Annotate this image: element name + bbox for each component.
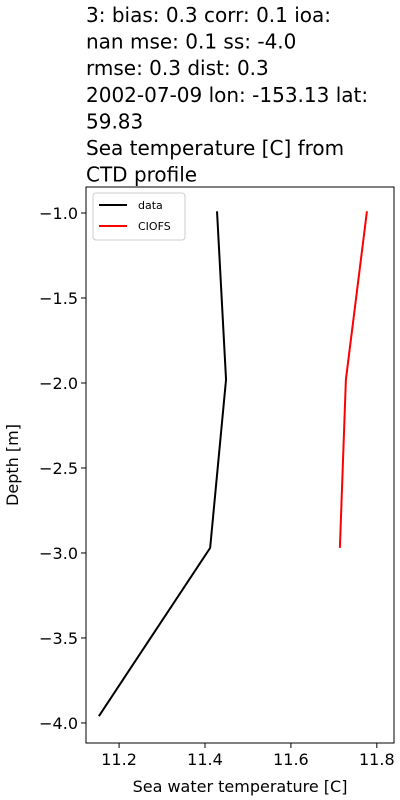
y-tick-label: −3.5 xyxy=(39,629,78,648)
chart-title: Sea temperature [C] from xyxy=(86,136,344,160)
chart-title: CTD profile xyxy=(86,163,197,187)
x-tick-label: 11.2 xyxy=(101,750,137,769)
plot-frame xyxy=(85,186,395,744)
y-tick-label: −1.0 xyxy=(39,204,78,223)
chart-title: nan mse: 0.1 ss: -4.0 xyxy=(86,30,296,54)
legend-label: CIOFS xyxy=(138,220,171,233)
y-tick-label: −4.0 xyxy=(39,714,78,733)
x-tick-label: 11.6 xyxy=(273,750,309,769)
y-axis-label: Depth [m] xyxy=(3,424,22,506)
y-tick-label: −2.5 xyxy=(39,459,78,478)
y-tick-label: −3.0 xyxy=(39,544,78,563)
chart-title: 3: bias: 0.3 corr: 0.1 ioa: xyxy=(86,3,331,27)
chart-title: 2002-07-09 lon: -153.13 lat: xyxy=(86,83,368,107)
y-tick-label: −2.0 xyxy=(39,374,78,393)
chart-title: 59.83 xyxy=(86,109,143,133)
y-tick-label: −1.5 xyxy=(39,289,78,308)
x-axis-label: Sea water temperature [C] xyxy=(133,777,348,796)
line xyxy=(338,211,368,548)
x-tick-label: 11.8 xyxy=(359,750,395,769)
x-tick-label: 11.4 xyxy=(187,750,223,769)
line xyxy=(98,211,228,717)
legend-label: data xyxy=(138,199,163,212)
chart-title: rmse: 0.3 dist: 0.3 xyxy=(86,56,269,80)
